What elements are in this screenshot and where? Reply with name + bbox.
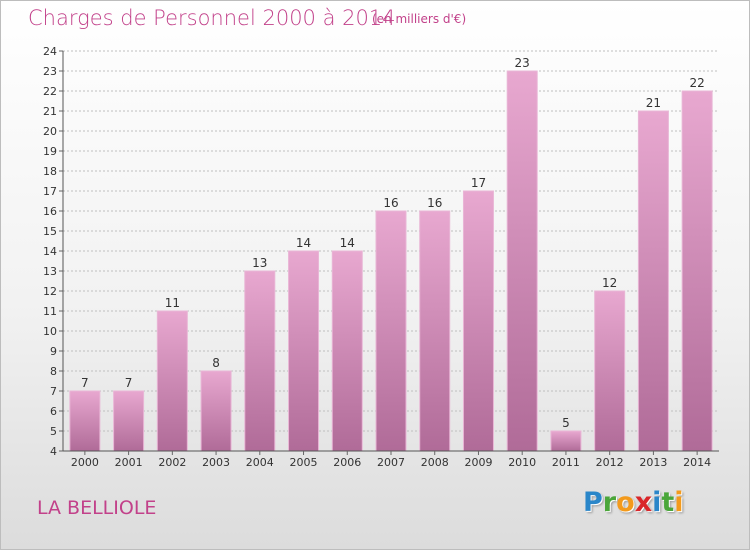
bar-2008 (419, 210, 451, 452)
y-tick-label: 9 (50, 345, 57, 358)
bars (69, 70, 713, 452)
y-tick-label: 20 (43, 125, 57, 138)
data-label: 13 (252, 256, 267, 270)
data-label: 7 (81, 376, 89, 390)
data-labels: 7 7 11 8 13 14 14 16 16 17 23 5 12 21 22 (81, 56, 705, 430)
data-label: 21 (646, 96, 661, 110)
axes: 4 5 6 7 8 9 10 11 12 13 14 15 16 17 18 19 20 21 22 23 24 2000… (43, 45, 719, 469)
logo-letter: x (634, 487, 653, 518)
bar-2006 (331, 250, 363, 452)
bar-2001 (113, 390, 145, 452)
x-tick-label: 2011 (552, 456, 580, 469)
x-tick-label: 2012 (596, 456, 624, 469)
x-tick-label: 2014 (683, 456, 711, 469)
bar-2004 (244, 270, 276, 452)
x-tick-label: 2009 (464, 456, 492, 469)
x-tick-label: 2002 (158, 456, 186, 469)
y-tick-label: 16 (43, 205, 57, 218)
bar-2013 (637, 110, 669, 452)
logo-letter: i (674, 487, 684, 518)
y-tick-label: 4 (50, 445, 57, 458)
data-label: 16 (427, 196, 442, 210)
data-label: 17 (471, 176, 486, 190)
data-label: 12 (602, 276, 617, 290)
proxiti-logo: Proxiti (583, 487, 684, 518)
x-tick-label: 2003 (202, 456, 230, 469)
bar-2002 (156, 310, 188, 452)
bar-2012 (594, 290, 626, 452)
y-tick-label: 21 (43, 105, 57, 118)
y-tick-label: 15 (43, 225, 57, 238)
y-tick-label: 13 (43, 265, 57, 278)
bar-2007 (375, 210, 407, 452)
logo-letter: P (583, 487, 603, 518)
x-tick-label: 2010 (508, 456, 536, 469)
x-tick-label: 2006 (333, 456, 361, 469)
bar-2011 (550, 430, 582, 452)
x-tick-label: 2008 (421, 456, 449, 469)
data-label: 7 (125, 376, 133, 390)
y-tick-label: 19 (43, 145, 57, 158)
y-tick-label: 22 (43, 85, 57, 98)
y-tick-label: 8 (50, 365, 57, 378)
y-tick-label: 18 (43, 165, 57, 178)
bar-2009 (462, 190, 494, 452)
data-label: 11 (165, 296, 180, 310)
logo-letter: o (616, 487, 635, 518)
logo-letter: r (602, 487, 617, 518)
x-tick-label: 2013 (639, 456, 667, 469)
bar-2000 (69, 390, 101, 452)
commune-name: LA BELLIOLE (37, 497, 157, 519)
bar-2010 (506, 70, 538, 452)
x-tick-label: 2005 (290, 456, 318, 469)
y-tick-label: 11 (43, 305, 57, 318)
x-tick-label: 2001 (115, 456, 143, 469)
y-tick-label: 5 (50, 425, 57, 438)
data-label: 5 (562, 416, 570, 430)
bar-2003 (200, 370, 232, 452)
x-tick-label: 2004 (246, 456, 274, 469)
y-tick-label: 10 (43, 325, 57, 338)
logo-letter: i (652, 487, 662, 518)
y-tick-label: 24 (43, 45, 57, 58)
chart-title: Charges de Personnel 2000 à 2014 (28, 6, 396, 30)
data-label: 22 (689, 76, 704, 90)
bar-2014 (681, 90, 713, 452)
y-tick-label: 12 (43, 285, 57, 298)
y-tick-label: 17 (43, 185, 57, 198)
chart-subtitle: (en milliers d'€) (372, 12, 467, 26)
data-label: 16 (383, 196, 398, 210)
data-label: 14 (340, 236, 355, 250)
x-tick-label: 2007 (377, 456, 405, 469)
y-tick-label: 14 (43, 245, 57, 258)
y-tick-label: 6 (50, 405, 57, 418)
logo-letter: t (661, 487, 675, 518)
y-tick-label: 7 (50, 385, 57, 398)
data-label: 14 (296, 236, 311, 250)
data-label: 8 (212, 356, 220, 370)
y-tick-label: 23 (43, 65, 57, 78)
bar-2005 (288, 250, 320, 452)
data-label: 23 (515, 56, 530, 70)
x-tick-label: 2000 (71, 456, 99, 469)
